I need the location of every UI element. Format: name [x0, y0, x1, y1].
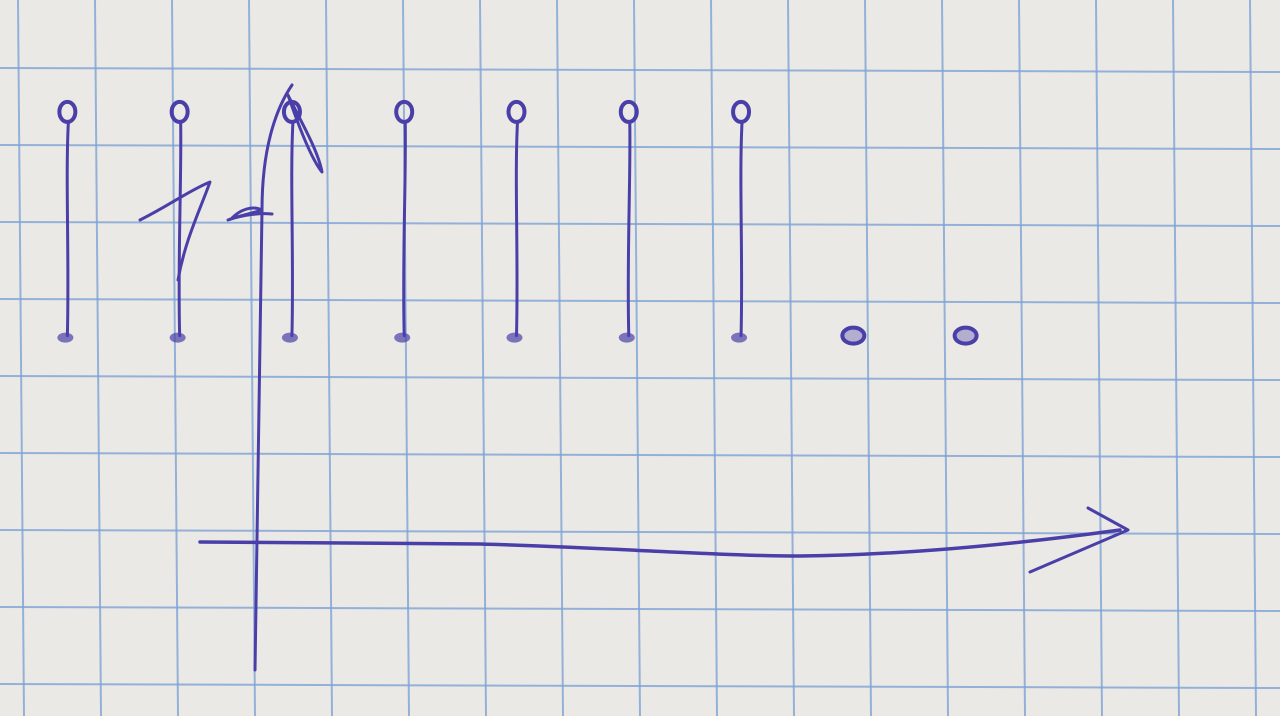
stem-marker [281, 99, 302, 124]
grid-line-vertical [1095, 0, 1103, 716]
stem-marker [506, 99, 527, 124]
grid-line-vertical [710, 0, 718, 716]
stems-layer [57, 99, 979, 346]
grid-line-vertical [325, 0, 333, 716]
grid-line-horizontal [0, 452, 1280, 458]
stem-line [65, 120, 70, 338]
x-axis-arrow [1028, 506, 1130, 574]
stem-line [402, 120, 407, 338]
grid-line-vertical [1018, 0, 1026, 716]
grid-line-vertical [94, 0, 102, 716]
stem-base-dot [394, 332, 411, 343]
grid-line-horizontal [0, 144, 1280, 150]
stem-line [290, 120, 295, 338]
grid-line-horizontal [0, 375, 1280, 381]
grid-line-vertical [556, 0, 564, 716]
stem-base-dot [506, 332, 523, 343]
stem-base-dot [281, 332, 298, 343]
stem-base-dot [57, 332, 74, 343]
x-axis [198, 528, 1122, 558]
stem-line [514, 120, 519, 338]
grid-line-vertical [402, 0, 410, 716]
stem-line [626, 120, 632, 338]
stem-marker [169, 99, 190, 124]
stem-base-dot [618, 332, 635, 343]
stem-marker [57, 99, 78, 124]
stem-base-dot [731, 332, 748, 343]
grid-line-vertical [17, 0, 25, 716]
grid-line-vertical [864, 0, 872, 716]
stem-marker [394, 99, 415, 124]
grid-line-horizontal [0, 221, 1280, 227]
axes [138, 83, 1130, 672]
grid-line-horizontal [0, 298, 1280, 304]
grid-line-vertical [248, 0, 256, 716]
grid-line-vertical [1249, 0, 1257, 716]
stem-marker [840, 325, 867, 346]
grid-line-horizontal [0, 606, 1280, 612]
stem-marker [618, 99, 639, 124]
stem-line [739, 120, 744, 338]
grid-line-vertical [787, 0, 795, 716]
grid-line-vertical [479, 0, 487, 716]
stem-marker [731, 99, 752, 124]
grid-line-horizontal [0, 529, 1280, 535]
axis-symbol-scribble [138, 180, 274, 282]
stem-line [177, 120, 183, 338]
y-axis [253, 83, 294, 672]
grid-line-vertical [1172, 0, 1180, 716]
grid-line-vertical [941, 0, 949, 716]
grid-line-horizontal [0, 683, 1280, 689]
stem-base-dot [169, 332, 186, 343]
grid-line-horizontal [0, 67, 1280, 73]
stem-marker [952, 325, 979, 346]
